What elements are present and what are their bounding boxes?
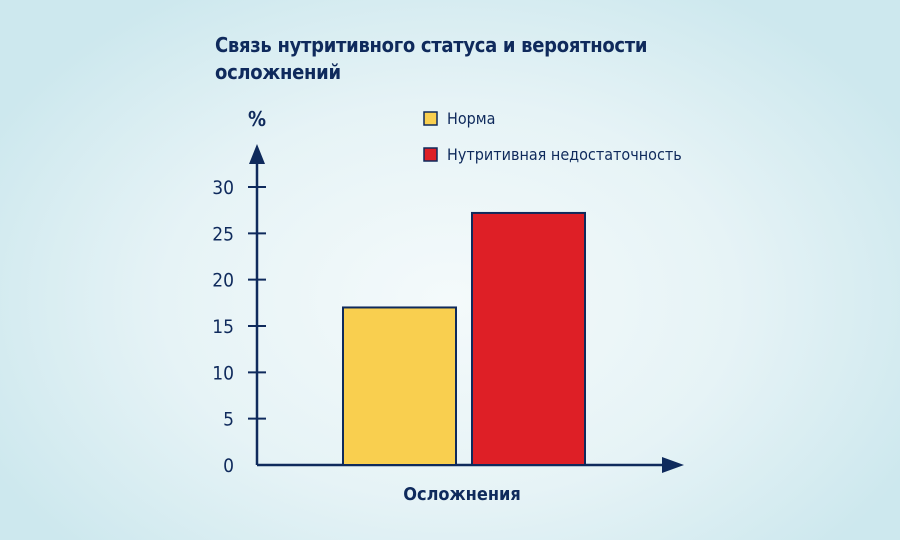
y-tick-label: 5: [223, 409, 234, 431]
y-tick-label: 20: [212, 270, 234, 292]
x-axis-label: Осложнения: [403, 484, 521, 505]
y-tick-label: 10: [212, 362, 234, 384]
legend-label: Норма: [447, 109, 495, 128]
legend-swatch: [423, 147, 438, 162]
y-axis-ticks: 0 5 10 15 20 25 30: [212, 177, 266, 477]
y-tick-label: 0: [223, 455, 234, 477]
chart-title: Связь нутритивного статуса и вероятности…: [215, 33, 648, 84]
bar-nutritional-deficiency: [471, 211, 586, 466]
x-axis-arrow: [662, 457, 684, 473]
axes: [249, 144, 684, 473]
bars: [342, 211, 586, 467]
y-axis-label: %: [248, 107, 266, 131]
y-tick-label: 30: [212, 177, 234, 199]
legend-label: Нутритивная недостаточность: [447, 145, 682, 164]
bar-norm: [342, 306, 457, 467]
y-tick-label: 15: [212, 316, 234, 338]
y-tick-label: 25: [212, 223, 234, 245]
legend: Норма Нутритивная недостаточность: [423, 109, 682, 164]
y-axis-arrow: [249, 144, 265, 164]
legend-swatch: [423, 111, 438, 126]
